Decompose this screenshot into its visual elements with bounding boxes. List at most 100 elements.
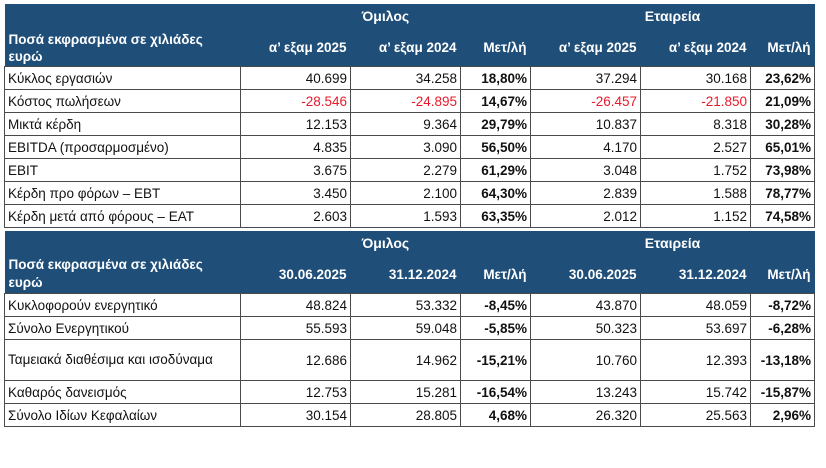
table-row: Κύκλος εργασιών 40.699 34.258 18,80% 37.294 3… bbox=[4, 66, 816, 90]
value-cell: 34.258 bbox=[350, 66, 461, 90]
balance-col-header: 30.06.2025 bbox=[530, 255, 641, 294]
balance-col-header: Μετ/λή bbox=[460, 255, 531, 294]
value-cell: 26.320 bbox=[530, 403, 641, 427]
value-cell: 4.835 bbox=[240, 135, 351, 159]
change-cell: 18,80% bbox=[460, 66, 531, 90]
income-company-label: Εταιρεία bbox=[530, 4, 815, 28]
value-cell: 53.332 bbox=[350, 293, 461, 317]
change-cell: -15,21% bbox=[460, 339, 531, 381]
income-body: Κύκλος εργασιών 40.699 34.258 18,80% 37.294 3… bbox=[4, 66, 816, 228]
table-row: Σύνολο Ιδίων Κεφαλαίων 30.154 28.805 4,68% 2… bbox=[4, 403, 816, 427]
row-label: Μικτά κέρδη bbox=[4, 112, 241, 136]
balance-col-header: 30.06.2025 bbox=[240, 255, 351, 294]
row-label: Σύνολο Ενεργητικού bbox=[4, 316, 241, 340]
financial-table: Όμιλος Εταιρεία Ποσά εκφρασμένα σε χιλιά… bbox=[4, 4, 816, 427]
value-cell: -24.895 bbox=[350, 89, 461, 113]
value-cell: 2.012 bbox=[530, 204, 641, 228]
value-cell: 8.318 bbox=[640, 112, 751, 136]
income-header: Όμιλος Εταιρεία Ποσά εκφρασμένα σε χιλιά… bbox=[4, 4, 815, 67]
value-cell: 30.168 bbox=[640, 66, 751, 90]
value-cell: 12.753 bbox=[240, 380, 351, 404]
value-cell: 10.760 bbox=[530, 339, 641, 381]
value-cell: 53.697 bbox=[640, 316, 751, 340]
value-cell: 4.170 bbox=[530, 135, 641, 159]
change-cell: 29,79% bbox=[460, 112, 531, 136]
change-cell: 56,50% bbox=[460, 135, 531, 159]
balance-body: Κυκλοφορούν ενεργητικό 48.824 53.332 -8,45%… bbox=[4, 293, 816, 427]
balance-col-header: Μετ/λή bbox=[750, 255, 815, 294]
row-label: Καθαρός δανεισμός bbox=[4, 380, 241, 404]
value-cell: -28.546 bbox=[240, 89, 351, 113]
income-col-header: Μετ/λή bbox=[460, 28, 531, 67]
row-label: EBIT bbox=[4, 158, 241, 182]
value-cell: 3.090 bbox=[350, 135, 461, 159]
value-cell: 3.048 bbox=[530, 158, 641, 182]
value-cell: 2.100 bbox=[350, 181, 461, 205]
value-cell: 10.837 bbox=[530, 112, 641, 136]
row-label: Κυκλοφορούν ενεργητικό bbox=[4, 293, 241, 317]
change-cell: 65,01% bbox=[749, 135, 816, 159]
income-col-header: α’ εξαμ 2024 bbox=[350, 28, 461, 67]
table-row: Μικτά κέρδη 12.153 9.364 29,79% 10.837 8.318 3… bbox=[4, 112, 816, 136]
value-cell: 25.563 bbox=[640, 403, 751, 427]
value-cell: 1.752 bbox=[640, 158, 751, 182]
value-cell: 2.603 bbox=[240, 204, 351, 228]
value-cell: 3.675 bbox=[240, 158, 351, 182]
change-cell: 2,96% bbox=[749, 403, 816, 427]
change-cell: -8,45% bbox=[460, 293, 531, 317]
change-cell: 23,62% bbox=[749, 66, 816, 90]
change-cell: 78,77% bbox=[749, 181, 816, 205]
value-cell: 30.154 bbox=[240, 403, 351, 427]
value-cell: 48.824 bbox=[240, 293, 351, 317]
value-cell: 12.393 bbox=[640, 339, 751, 381]
income-col-header: α’ εξαμ 2025 bbox=[530, 28, 641, 67]
value-cell: 12.153 bbox=[240, 112, 351, 136]
row-label: Κόστος πωλήσεων bbox=[4, 89, 241, 113]
row-label: Κύκλος εργασιών bbox=[4, 66, 241, 90]
balance-col-header: 31.12.2024 bbox=[640, 255, 751, 294]
change-cell: 14,67% bbox=[460, 89, 531, 113]
balance-col-header: 31.12.2024 bbox=[350, 255, 461, 294]
value-cell: 15.281 bbox=[350, 380, 461, 404]
value-cell: 13.243 bbox=[530, 380, 641, 404]
value-cell: 50.323 bbox=[530, 316, 641, 340]
value-cell: 14.962 bbox=[350, 339, 461, 381]
table-row: Κόστος πωλήσεων -28.546 -24.895 14,67% -26.4… bbox=[4, 89, 816, 113]
income-col-header: α’ εξαμ 2025 bbox=[240, 28, 351, 67]
table-row: Καθαρός δανεισμός 12.753 15.281 -16,54% 13.2… bbox=[4, 380, 816, 404]
change-cell: -8,72% bbox=[749, 293, 816, 317]
value-cell: 48.059 bbox=[640, 293, 751, 317]
value-cell: 12.686 bbox=[240, 339, 351, 381]
change-cell: -6,28% bbox=[749, 316, 816, 340]
value-cell: 3.450 bbox=[240, 181, 351, 205]
table-row: EBIT 3.675 2.279 61,29% 3.048 1.752 73,98% bbox=[4, 158, 816, 182]
income-group-label: Όμιλος bbox=[240, 4, 531, 28]
value-cell: 9.364 bbox=[350, 112, 461, 136]
table-row: Σύνολο Ενεργητικού 55.593 59.048 -5,85% 50.3… bbox=[4, 316, 816, 340]
table-row: Κέρδη προ φόρων – EBT 3.450 2.100 64,30% 2.8… bbox=[4, 181, 816, 205]
row-label: Ταμειακά διαθέσιμα και ισοδύναμα bbox=[4, 339, 241, 381]
value-cell: 37.294 bbox=[530, 66, 641, 90]
change-cell: -5,85% bbox=[460, 316, 531, 340]
balance-header: Όμιλος Εταιρεία Ποσά εκφρασμένα σε χιλιά… bbox=[4, 231, 815, 294]
value-cell: -26.457 bbox=[530, 89, 641, 113]
change-cell: 73,98% bbox=[749, 158, 816, 182]
row-label: Σύνολο Ιδίων Κεφαλαίων bbox=[4, 403, 241, 427]
change-cell: 64,30% bbox=[460, 181, 531, 205]
change-cell: 61,29% bbox=[460, 158, 531, 182]
change-cell: 21,09% bbox=[749, 89, 816, 113]
change-cell: 4,68% bbox=[460, 403, 531, 427]
value-cell: 59.048 bbox=[350, 316, 461, 340]
value-cell: 2.279 bbox=[350, 158, 461, 182]
row-label: Κέρδη προ φόρων – EBT bbox=[4, 181, 241, 205]
change-cell: 63,35% bbox=[460, 204, 531, 228]
income-col-header: α’ εξαμ 2024 bbox=[640, 28, 751, 67]
value-cell: 2.839 bbox=[530, 181, 641, 205]
value-cell: 15.742 bbox=[640, 380, 751, 404]
value-cell: -21.850 bbox=[640, 89, 751, 113]
table-row: Ταμειακά διαθέσιμα και ισοδύναμα 12.686 14… bbox=[4, 339, 816, 381]
change-cell: 30,28% bbox=[749, 112, 816, 136]
value-cell: 2.527 bbox=[640, 135, 751, 159]
change-cell: 74,58% bbox=[749, 204, 816, 228]
change-cell: -13,18% bbox=[749, 339, 816, 381]
